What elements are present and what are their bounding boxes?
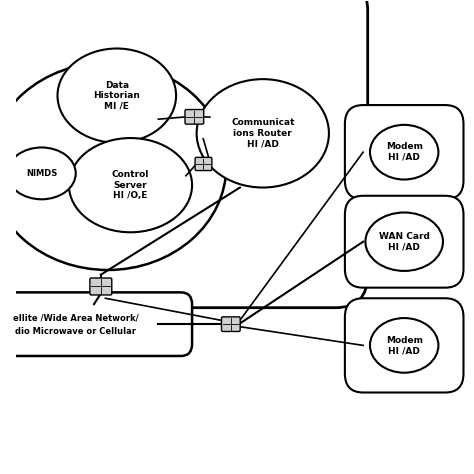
- FancyBboxPatch shape: [345, 298, 464, 392]
- Text: WAN Card
HI /AD: WAN Card HI /AD: [379, 232, 429, 251]
- Text: Modem
HI /AD: Modem HI /AD: [386, 143, 423, 162]
- FancyBboxPatch shape: [345, 105, 464, 199]
- Ellipse shape: [69, 138, 192, 232]
- FancyBboxPatch shape: [345, 196, 464, 288]
- Text: Data
Historian
MI /E: Data Historian MI /E: [93, 81, 140, 110]
- FancyBboxPatch shape: [221, 317, 240, 331]
- Text: Control
Server
HI /O,E: Control Server HI /O,E: [112, 170, 149, 200]
- FancyBboxPatch shape: [0, 0, 368, 308]
- Text: NIMDS: NIMDS: [26, 169, 57, 178]
- Text: Communicat
ions Router
HI /AD: Communicat ions Router HI /AD: [231, 118, 294, 148]
- FancyBboxPatch shape: [0, 292, 192, 356]
- Text: Modem
HI /AD: Modem HI /AD: [386, 336, 423, 355]
- Ellipse shape: [7, 147, 76, 199]
- FancyBboxPatch shape: [185, 109, 204, 124]
- Ellipse shape: [197, 79, 329, 188]
- Ellipse shape: [365, 212, 443, 271]
- Ellipse shape: [370, 318, 438, 373]
- Ellipse shape: [57, 48, 176, 143]
- Text: dio Microwave or Cellular: dio Microwave or Cellular: [15, 327, 136, 336]
- FancyBboxPatch shape: [90, 278, 112, 295]
- Ellipse shape: [370, 125, 438, 180]
- Ellipse shape: [0, 63, 226, 270]
- FancyBboxPatch shape: [195, 157, 212, 171]
- Text: ellite /Wide Area Network/: ellite /Wide Area Network/: [13, 313, 138, 322]
